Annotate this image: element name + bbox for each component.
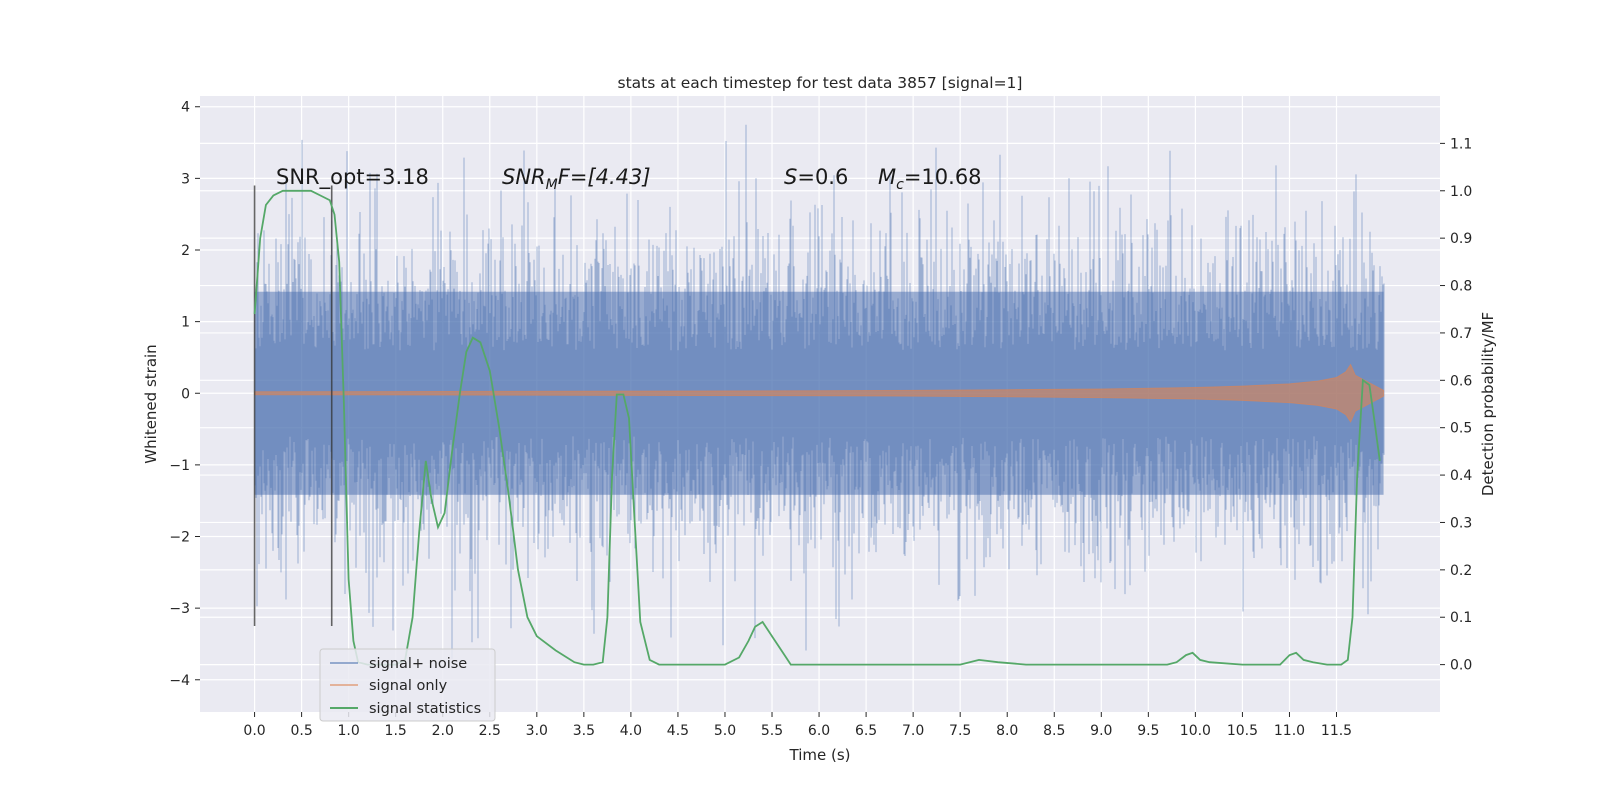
annotation-s-var: S: [784, 165, 797, 189]
y2-tick-label-3: 0.3: [1450, 515, 1472, 531]
x-axis-label: Time (s): [789, 746, 851, 764]
y-tick-label-4: 0: [181, 386, 190, 402]
signal-envelope: [254, 363, 1385, 423]
x-tick-label-7: 3.5: [573, 723, 595, 739]
x-tick-label-8: 4.0: [620, 723, 642, 739]
annotation-mc-val: =10.68: [904, 165, 982, 189]
y-tick-label-7: 3: [181, 171, 190, 187]
y2-tick-label-6: 0.6: [1450, 373, 1472, 389]
legend-label-signal-statistics: signal statistics: [369, 701, 481, 717]
x-tick-label-20: 10.0: [1180, 723, 1211, 739]
y2-axis-label: Detection probability/MF: [1479, 312, 1497, 496]
chart-title: stats at each timestep for test data 385…: [618, 74, 1023, 92]
y-tick-label-5: 1: [181, 315, 190, 331]
y2-tick-label-11: 1.1: [1450, 136, 1472, 152]
y2-axis-ticks: 0.0 0.1 0.2 0.3 0.4 0.5 0.6 0.7 0.8 0.9 1.0 1.1: [1440, 136, 1472, 674]
x-tick-label-3: 1.5: [385, 723, 407, 739]
legend-label-signal-noise: signal+ noise: [369, 656, 467, 672]
x-tick-label-2: 1.0: [338, 723, 360, 739]
x-tick-label-19: 9.5: [1137, 723, 1159, 739]
legend: signal+ noise signal only signal statist…: [319, 648, 496, 722]
x-axis-ticks: 0.0 0.5 1.0 1.5 2.0 2.5 3.0 3.5 4.0 4.5 5.0 5.5 6.0 6…: [243, 712, 1352, 739]
y2-tick-label-9: 0.9: [1450, 231, 1472, 247]
vertical-markers: [253, 185, 333, 627]
annotation-snr-mf-sub: M: [546, 177, 558, 193]
x-tick-label-11: 5.5: [761, 723, 783, 739]
annotation-s-val: =0.6: [797, 165, 848, 189]
x-tick-label-15: 7.5: [949, 723, 971, 739]
annotation-snr-opt: SNR_opt=3.18: [276, 165, 429, 190]
x-tick-label-18: 9.0: [1090, 723, 1112, 739]
legend-label-signal-only: signal only: [369, 678, 448, 694]
legend-box: [319, 648, 496, 722]
annotation-mc: Mc=10.68: [878, 165, 982, 193]
annotation-s: S=0.6: [784, 165, 848, 189]
y-tick-label-3: −1: [169, 458, 190, 474]
y2-tick-label-7: 0.7: [1450, 326, 1472, 342]
x-tick-label-1: 0.5: [290, 723, 312, 739]
x-tick-label-16: 8.0: [996, 723, 1018, 739]
y2-tick-label-0: 0.0: [1450, 658, 1472, 674]
y2-tick-label-8: 0.8: [1450, 279, 1472, 295]
x-tick-label-9: 4.5: [667, 723, 689, 739]
x-tick-label-6: 3.0: [526, 723, 548, 739]
y-axis-ticks: −4 −3 −2 −1 0 1 2 3 4: [169, 100, 200, 689]
y-tick-label-0: −4: [169, 673, 190, 689]
x-tick-label-14: 7.0: [902, 723, 924, 739]
y-tick-label-8: 4: [181, 100, 190, 116]
annotation-snr-mf-base: SNR: [502, 165, 546, 189]
x-tick-label-17: 8.5: [1043, 723, 1065, 739]
y-tick-label-1: −3: [169, 601, 190, 617]
y-tick-label-2: −2: [169, 530, 190, 546]
annotation-snr-mf: SNRMF=[4.43]: [502, 165, 651, 193]
annotation-mc-base: M: [878, 165, 896, 189]
x-tick-label-23: 11.5: [1321, 723, 1352, 739]
y2-tick-label-4: 0.4: [1450, 468, 1472, 484]
x-tick-label-10: 5.0: [714, 723, 736, 739]
y-axis-label: Whitened strain: [142, 344, 160, 463]
x-tick-label-12: 6.0: [808, 723, 830, 739]
x-tick-label-4: 2.0: [432, 723, 454, 739]
y-tick-label-6: 2: [181, 243, 190, 259]
series-signal-only: [254, 363, 1385, 423]
x-tick-label-22: 11.0: [1274, 723, 1305, 739]
x-tick-label-13: 6.5: [855, 723, 877, 739]
x-tick-label-0: 0.0: [243, 723, 265, 739]
x-tick-label-21: 10.5: [1227, 723, 1258, 739]
annotation-mc-sub: c: [896, 177, 904, 193]
annotation-snr-mf-rest: F=[4.43]: [558, 165, 651, 189]
y2-tick-label-1: 0.1: [1450, 610, 1472, 626]
y2-tick-label-10: 1.0: [1450, 184, 1472, 200]
x-tick-label-5: 2.5: [479, 723, 501, 739]
y2-tick-label-2: 0.2: [1450, 563, 1472, 579]
y2-tick-label-5: 0.5: [1450, 421, 1472, 437]
